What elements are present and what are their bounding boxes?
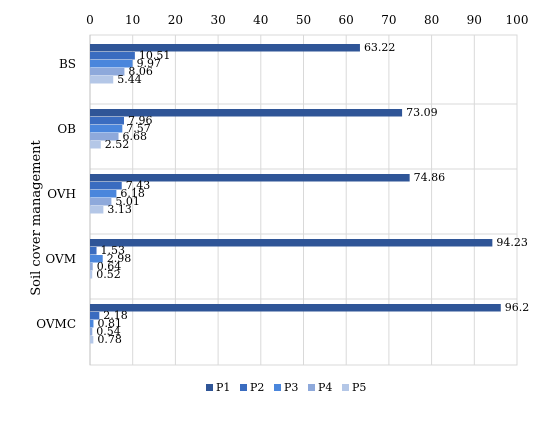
bar-p2 <box>90 312 100 320</box>
legend-label-p4: P4 <box>318 381 332 394</box>
data-label: 2.18 <box>103 309 128 322</box>
data-label: 5.01 <box>115 195 140 208</box>
bar-p1 <box>90 239 493 247</box>
category-label: BS <box>59 57 76 71</box>
bar-p3 <box>90 190 117 198</box>
x-tick-label: 80 <box>424 13 439 27</box>
data-label: 3.13 <box>107 203 132 216</box>
bar-p5 <box>90 206 104 214</box>
legend-label-p1: P1 <box>216 381 230 394</box>
category-label: OVMC <box>36 317 76 331</box>
data-label: 0.54 <box>96 325 121 338</box>
data-label: 6.18 <box>120 187 145 200</box>
category-label: OVM <box>45 252 76 266</box>
bar-p4 <box>90 133 119 141</box>
x-tick-label: 90 <box>467 13 482 27</box>
x-tick-label: 20 <box>168 13 183 27</box>
legend-swatch-p2 <box>240 384 247 391</box>
legend-label-p2: P2 <box>250 381 264 394</box>
data-label: 5.44 <box>117 73 141 86</box>
legend-label-p3: P3 <box>284 381 298 394</box>
data-label: 74.86 <box>414 171 446 184</box>
data-label: 10.51 <box>139 49 171 62</box>
bar-p1 <box>90 44 360 52</box>
data-label: 94.23 <box>496 236 527 249</box>
bar-p4 <box>90 198 112 206</box>
bar-p2 <box>90 247 97 255</box>
x-tick-label: 40 <box>253 13 268 27</box>
legend-swatch-p4 <box>308 384 315 391</box>
category-label: OVH <box>47 187 76 201</box>
data-label: 2.52 <box>105 138 130 151</box>
data-label: 7.57 <box>126 122 151 135</box>
legend-swatch-p3 <box>274 384 281 391</box>
bar-p5 <box>90 271 93 279</box>
category-label: OB <box>57 122 76 136</box>
legend-swatch-p1 <box>206 384 213 391</box>
data-label: 0.78 <box>97 333 122 346</box>
data-label: 7.96 <box>128 114 153 127</box>
bar-p3 <box>90 255 103 263</box>
data-label: 1.53 <box>101 244 126 257</box>
x-tick-label: 60 <box>339 13 354 27</box>
data-label: 0.81 <box>97 317 122 330</box>
bar-p2 <box>90 182 122 190</box>
x-tick-label: 10 <box>125 13 140 27</box>
bar-p5 <box>90 141 101 149</box>
bar-p5 <box>90 76 114 84</box>
bar-p4 <box>90 68 125 76</box>
data-label: 96.2 <box>505 301 530 314</box>
data-label: 73.09 <box>406 106 438 119</box>
legend-label-p5: P5 <box>352 381 366 394</box>
bar-p2 <box>90 117 124 125</box>
data-label: 0.64 <box>97 260 122 273</box>
x-tick-label: 30 <box>210 13 225 27</box>
data-label: 9.97 <box>137 57 162 70</box>
data-label: 2.98 <box>107 252 132 265</box>
bar-p5 <box>90 336 94 344</box>
x-tick-label: 100 <box>506 13 529 27</box>
data-label: 63.22 <box>364 41 396 54</box>
x-tick-label: 70 <box>381 13 396 27</box>
x-tick-label: 0 <box>86 13 94 27</box>
legend-swatch-p5 <box>342 384 349 391</box>
bar-p3 <box>90 125 123 133</box>
bar-p1 <box>90 174 410 182</box>
bar-p4 <box>90 328 93 336</box>
bar-p1 <box>90 304 501 312</box>
data-label: 8.06 <box>128 65 153 78</box>
bar-p3 <box>90 60 133 68</box>
data-label: 6.68 <box>123 130 147 143</box>
x-tick-label: 50 <box>296 13 311 27</box>
bar-p2 <box>90 52 135 60</box>
bar-p3 <box>90 320 94 328</box>
bar-p4 <box>90 263 93 271</box>
data-label: 7.43 <box>126 179 151 192</box>
bar-p1 <box>90 109 403 117</box>
y-axis-title: Soil cover management <box>29 139 44 295</box>
data-label: 0.52 <box>96 268 121 281</box>
